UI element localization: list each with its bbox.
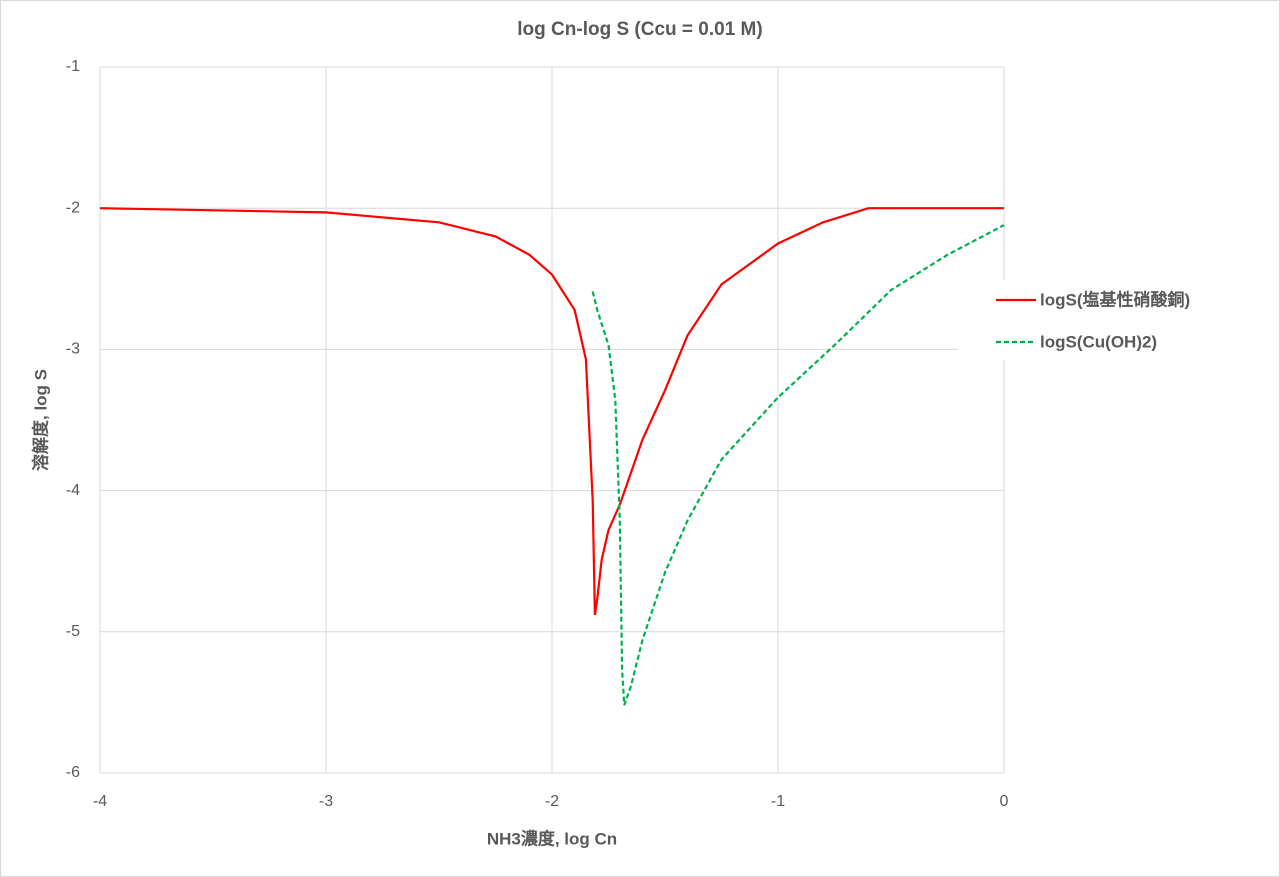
x-tick-label: -4 (93, 793, 107, 810)
y-tick-label: -3 (66, 341, 80, 358)
y-tick-label: -1 (66, 58, 80, 75)
y-tick-label: -2 (66, 199, 80, 216)
x-tick-label: -3 (319, 793, 333, 810)
data-line (99, 207, 1004, 616)
y-axis-title: 溶解度, log S (30, 369, 50, 471)
y-tick-label: -5 (66, 623, 80, 640)
y-tick-label: -6 (66, 764, 80, 781)
x-axis-title: NH3濃度, log Cn (487, 828, 617, 848)
legend-label: logS(Cu(OH)2) (1040, 332, 1157, 351)
legend-box (958, 280, 1268, 360)
legend-label: logS(塩基性硝酸銅) (1040, 289, 1190, 309)
x-tick-label: -2 (545, 793, 559, 810)
data-line (591, 224, 1005, 706)
y-tick-label: -4 (66, 482, 80, 499)
x-tick-label: 0 (1000, 793, 1009, 810)
x-tick-label: -1 (771, 793, 785, 810)
chart-title: log Cn-log S (Ccu = 0.01 M) (517, 19, 762, 40)
